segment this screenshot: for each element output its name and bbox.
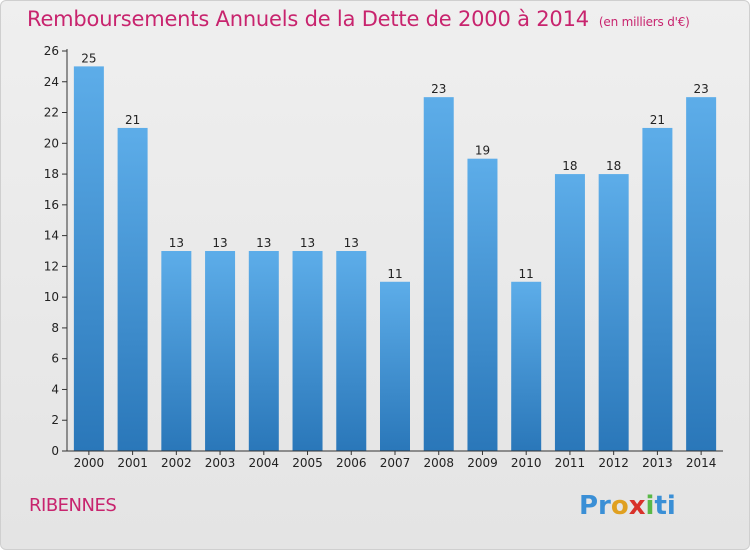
data-label: 13	[344, 236, 359, 250]
chart-subtitle: (en milliers d'€)	[598, 15, 690, 29]
x-tick-label: 2013	[642, 456, 673, 470]
bar-2000	[73, 66, 104, 451]
data-label: 11	[387, 267, 402, 281]
x-tick-label: 2012	[598, 456, 629, 470]
data-label: 25	[81, 51, 96, 65]
y-tick-label: 2	[51, 413, 59, 427]
x-tick-label: 2002	[161, 456, 192, 470]
data-label: 21	[125, 113, 140, 127]
y-tick-label: 14	[44, 229, 59, 243]
y-tick-label: 8	[51, 321, 59, 335]
data-label: 13	[169, 236, 184, 250]
x-tick-label: 2000	[74, 456, 105, 470]
bar-2012	[598, 174, 629, 452]
logo-letter: ti	[654, 491, 676, 521]
x-tick-label: 2005	[292, 456, 323, 470]
y-tick-label: 20	[44, 136, 59, 150]
y-tick-label: 4	[51, 382, 59, 396]
data-label: 13	[256, 236, 271, 250]
y-tick-label: 6	[51, 352, 59, 366]
y-tick-label: 12	[44, 259, 59, 273]
x-tick-label: 2008	[423, 456, 454, 470]
logo-letter: o	[610, 491, 629, 521]
bar-2013	[642, 127, 673, 451]
x-tick-label: 2004	[249, 456, 280, 470]
data-label: 18	[606, 159, 621, 173]
bar-2008	[423, 97, 454, 452]
logo-letter: Pr	[579, 491, 611, 521]
bar-2011	[554, 174, 585, 452]
data-label: 19	[475, 144, 490, 158]
y-tick-label: 26	[44, 44, 59, 58]
logo-letter: x	[628, 491, 646, 521]
bar-2005	[292, 251, 323, 451]
bar-2002	[161, 251, 192, 451]
chart-title: Remboursements Annuels de la Dette de 20…	[27, 7, 690, 31]
data-label: 13	[300, 236, 315, 250]
proxiti-logo[interactable]: Proxiti	[579, 491, 676, 521]
y-tick-label: 18	[44, 167, 59, 181]
y-tick-label: 10	[44, 290, 59, 304]
x-tick-label: 2011	[555, 456, 586, 470]
y-tick-label: 16	[44, 198, 59, 212]
bar-2009	[467, 158, 498, 451]
bar-2014	[686, 97, 717, 452]
x-tick-label: 2014	[686, 456, 717, 470]
logo-letter: i	[645, 491, 655, 521]
data-label: 23	[431, 82, 446, 96]
x-tick-label: 2010	[511, 456, 542, 470]
data-label: 18	[562, 159, 577, 173]
y-tick-label: 24	[44, 75, 59, 89]
x-tick-label: 2003	[205, 456, 236, 470]
bar-2006	[336, 251, 367, 451]
data-label: 13	[212, 236, 227, 250]
data-label: 11	[519, 267, 534, 281]
y-tick-label: 22	[44, 106, 59, 120]
x-tick-label: 2006	[336, 456, 367, 470]
bar-2001	[117, 127, 148, 451]
x-tick-label: 2007	[380, 456, 411, 470]
bar-2003	[205, 251, 236, 451]
x-tick-label: 2009	[467, 456, 498, 470]
city-name: RIBENNES	[29, 495, 117, 516]
bar-2010	[511, 281, 542, 451]
data-label: 23	[693, 82, 708, 96]
x-tick-label: 2001	[117, 456, 148, 470]
title-text: Remboursements Annuels de la Dette de 20…	[27, 7, 589, 31]
bar-2007	[380, 281, 410, 451]
y-tick-label: 0	[51, 444, 59, 458]
data-label: 21	[650, 113, 665, 127]
bar-2004	[248, 251, 279, 451]
